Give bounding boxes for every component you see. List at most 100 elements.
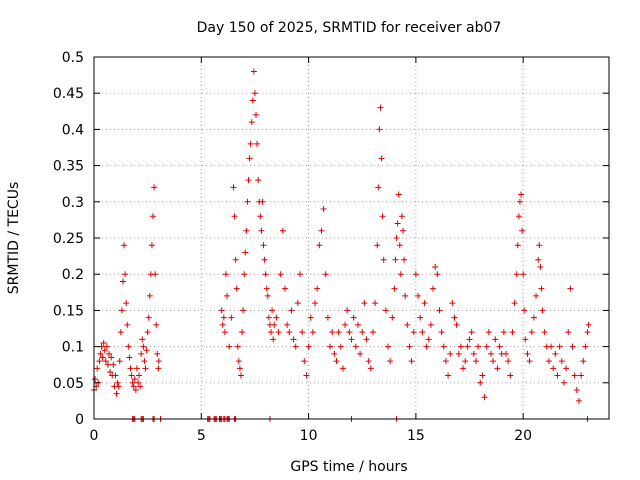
data-point	[451, 314, 458, 321]
data-point	[142, 365, 149, 372]
data-point	[354, 321, 361, 328]
data-point	[394, 220, 401, 227]
y-tick-label: 0.2	[62, 267, 84, 283]
data-point	[290, 336, 297, 343]
data-point	[131, 376, 138, 383]
data-point	[220, 314, 227, 321]
data-point	[254, 140, 261, 147]
data-point	[485, 329, 492, 336]
y-tick-label: 0	[75, 412, 84, 428]
data-point	[554, 372, 561, 379]
data-point	[367, 365, 374, 372]
data-point	[530, 314, 537, 321]
grid-lines	[94, 57, 609, 419]
data-point	[389, 314, 396, 321]
data-point	[521, 307, 528, 314]
data-point	[398, 213, 405, 220]
y-axis-label: SRMTID / TECUs	[6, 182, 22, 295]
data-point	[150, 213, 157, 220]
data-point	[440, 343, 447, 350]
data-point	[324, 314, 331, 321]
data-point	[138, 350, 145, 357]
y-tick-label: 0.4	[62, 122, 84, 138]
data-point	[511, 300, 518, 307]
data-point	[286, 329, 293, 336]
data-point	[438, 329, 445, 336]
data-point	[352, 343, 359, 350]
data-point	[124, 321, 131, 328]
data-point	[393, 235, 400, 241]
data-point	[92, 376, 99, 383]
data-point	[449, 300, 456, 307]
data-point	[322, 271, 329, 278]
data-point	[481, 394, 488, 401]
data-point	[250, 68, 257, 75]
data-point	[359, 329, 366, 336]
data-point	[539, 307, 546, 314]
data-point	[234, 343, 241, 350]
data-point	[292, 343, 299, 350]
tick-marks	[93, 56, 609, 420]
data-point	[432, 263, 439, 270]
data-point	[117, 329, 124, 336]
data-point	[417, 314, 424, 321]
data-point	[518, 191, 525, 198]
data-point	[346, 329, 353, 336]
data-point	[329, 329, 336, 336]
data-point	[496, 343, 503, 350]
data-point	[400, 227, 406, 234]
data-point	[410, 329, 417, 336]
data-point	[113, 390, 120, 397]
data-point	[99, 354, 106, 361]
data-point	[342, 321, 349, 328]
data-point	[421, 300, 428, 307]
data-point	[303, 372, 310, 379]
x-tick-labels: 0 5 10 15 20	[90, 428, 533, 444]
data-point	[578, 372, 585, 379]
data-point	[401, 256, 408, 263]
data-point	[230, 184, 237, 191]
data-point	[277, 271, 284, 278]
data-point	[377, 104, 384, 111]
data-point	[519, 227, 526, 234]
data-point	[258, 227, 265, 234]
data-point	[265, 314, 272, 321]
data-point	[397, 271, 404, 278]
data-point	[548, 343, 555, 350]
data-point	[535, 256, 542, 263]
data-point	[132, 387, 139, 394]
data-point	[408, 358, 415, 365]
data-point	[514, 242, 521, 249]
data-point	[580, 358, 587, 365]
data-point	[442, 358, 449, 365]
data-point	[245, 177, 252, 184]
data-point	[118, 307, 125, 314]
data-point	[516, 198, 523, 205]
x-tick-label: 15	[407, 428, 425, 444]
data-point	[94, 365, 101, 372]
data-point	[380, 256, 387, 263]
data-point	[565, 329, 572, 336]
y-tick-label: 0.1	[62, 340, 84, 356]
data-point	[337, 343, 344, 350]
data-point	[464, 343, 471, 350]
data-point	[430, 285, 437, 292]
data-point	[573, 387, 580, 394]
y-tick-label: 0.5	[62, 50, 84, 66]
data-point	[472, 358, 479, 365]
data-point	[505, 358, 512, 365]
data-point	[466, 336, 473, 343]
data-point	[260, 242, 267, 249]
data-point	[233, 285, 240, 292]
data-point	[520, 271, 527, 278]
x-tick-label: 10	[300, 428, 318, 444]
data-point	[128, 372, 135, 379]
data-point	[148, 242, 155, 249]
data-point	[141, 358, 148, 365]
data-point	[270, 336, 277, 343]
data-point	[526, 358, 533, 365]
data-point	[153, 321, 160, 328]
data-point	[528, 329, 535, 336]
data-point	[585, 321, 592, 328]
